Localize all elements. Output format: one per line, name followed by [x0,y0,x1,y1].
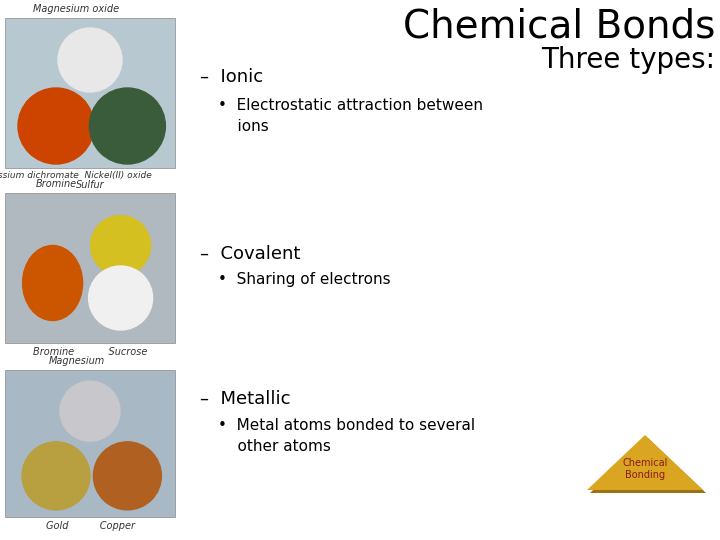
Circle shape [91,215,150,275]
Bar [5,370,175,517]
Circle shape [94,442,161,510]
Circle shape [22,442,90,510]
Polygon shape [590,438,706,493]
Circle shape [89,266,153,330]
Bar [5,18,175,168]
Text: –  Metallic: – Metallic [200,390,290,408]
Text: Gold          Copper: Gold Copper [45,521,135,531]
Text: Magnesium oxide: Magnesium oxide [33,4,120,14]
Text: –  Ionic: – Ionic [200,68,263,86]
Text: •  Metal atoms bonded to several
    other atoms: • Metal atoms bonded to several other at… [218,418,475,454]
Text: •  Electrostatic attraction between
    ions: • Electrostatic attraction between ions [218,98,483,134]
Text: Bromine: Bromine [35,179,76,189]
Circle shape [60,381,120,441]
Text: Chemical Bonds: Chemical Bonds [402,8,715,46]
Bar [5,193,175,343]
Ellipse shape [22,246,83,321]
Text: •  Sharing of electrons: • Sharing of electrons [218,272,391,287]
Circle shape [89,88,166,164]
Circle shape [58,28,122,92]
Text: Three types:: Three types: [541,46,715,74]
Text: Potassium dichromate  Nickel(II) oxide: Potassium dichromate Nickel(II) oxide [0,171,151,180]
Text: Magnesium: Magnesium [48,356,104,366]
Circle shape [18,88,94,164]
Polygon shape [587,435,703,490]
Text: –  Covalent: – Covalent [200,245,300,263]
Text: Chemical
Bonding: Chemical Bonding [622,458,667,480]
Text: Sulfur: Sulfur [76,180,104,190]
Text: Bromine           Sucrose: Bromine Sucrose [33,347,147,357]
